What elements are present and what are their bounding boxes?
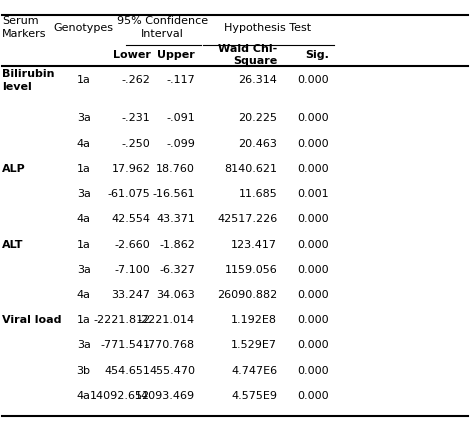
Text: Upper: Upper	[157, 50, 195, 60]
Text: 1159.056: 1159.056	[225, 265, 277, 275]
Text: 4a: 4a	[77, 290, 91, 300]
Text: -7.100: -7.100	[115, 265, 150, 275]
Text: 0.000: 0.000	[298, 240, 329, 250]
Text: 0.000: 0.000	[298, 391, 329, 401]
Text: Serum
Markers: Serum Markers	[2, 17, 47, 39]
Text: 14093.469: 14093.469	[135, 391, 195, 401]
Text: -.099: -.099	[166, 139, 195, 149]
Text: 0.000: 0.000	[298, 340, 329, 351]
Text: 4.575E9: 4.575E9	[231, 391, 277, 401]
Text: 4a: 4a	[77, 214, 91, 224]
Text: 14092.652: 14092.652	[90, 391, 150, 401]
Text: -.262: -.262	[122, 75, 150, 86]
Text: ALP: ALP	[2, 164, 26, 174]
Text: 3a: 3a	[77, 340, 91, 351]
Text: 20.463: 20.463	[238, 139, 277, 149]
Text: -.250: -.250	[122, 139, 150, 149]
Text: 1a: 1a	[77, 315, 91, 325]
Text: 3a: 3a	[77, 189, 91, 199]
Text: ALT: ALT	[2, 240, 24, 250]
Text: 3a: 3a	[77, 113, 91, 123]
Text: 0.001: 0.001	[298, 189, 329, 199]
Text: 0.000: 0.000	[298, 214, 329, 224]
Text: Bilirubin
level: Bilirubin level	[2, 69, 55, 92]
Text: 95% Confidence
Interval: 95% Confidence Interval	[117, 17, 208, 39]
Text: -1.862: -1.862	[159, 240, 195, 250]
Text: 0.000: 0.000	[298, 315, 329, 325]
Text: 43.371: 43.371	[156, 214, 195, 224]
Text: Hypothesis Test: Hypothesis Test	[224, 22, 312, 33]
Text: 0.000: 0.000	[298, 113, 329, 123]
Text: Wald Chi-
Square: Wald Chi- Square	[218, 44, 277, 66]
Text: -.117: -.117	[166, 75, 195, 86]
Text: 18.760: 18.760	[156, 164, 195, 174]
Text: 33.247: 33.247	[111, 290, 150, 300]
Text: -.091: -.091	[166, 113, 195, 123]
Text: 0.000: 0.000	[298, 365, 329, 376]
Text: 8140.621: 8140.621	[224, 164, 277, 174]
Text: -771.541: -771.541	[101, 340, 150, 351]
Text: -2221.014: -2221.014	[138, 315, 195, 325]
Text: 454.651: 454.651	[104, 365, 150, 376]
Text: 0.000: 0.000	[298, 139, 329, 149]
Text: -61.075: -61.075	[108, 189, 150, 199]
Text: 42.554: 42.554	[111, 214, 150, 224]
Text: 20.225: 20.225	[238, 113, 277, 123]
Text: 0.000: 0.000	[298, 75, 329, 86]
Text: -16.561: -16.561	[152, 189, 195, 199]
Text: Viral load: Viral load	[2, 315, 62, 325]
Text: 1.529E7: 1.529E7	[231, 340, 277, 351]
Text: 3a: 3a	[77, 265, 91, 275]
Text: 4.747E6: 4.747E6	[231, 365, 277, 376]
Text: Genotypes: Genotypes	[54, 22, 114, 33]
Text: 1a: 1a	[77, 164, 91, 174]
Text: 0.000: 0.000	[298, 290, 329, 300]
Text: -770.768: -770.768	[145, 340, 195, 351]
Text: 123.417: 123.417	[231, 240, 277, 250]
Text: Lower: Lower	[112, 50, 150, 60]
Text: 0.000: 0.000	[298, 265, 329, 275]
Text: 1a: 1a	[77, 240, 91, 250]
Text: -2.660: -2.660	[115, 240, 150, 250]
Text: 1.192E8: 1.192E8	[231, 315, 277, 325]
Text: 26090.882: 26090.882	[217, 290, 277, 300]
Text: 26.314: 26.314	[238, 75, 277, 86]
Text: 455.470: 455.470	[149, 365, 195, 376]
Text: -6.327: -6.327	[159, 265, 195, 275]
Text: 34.063: 34.063	[157, 290, 195, 300]
Text: 11.685: 11.685	[239, 189, 277, 199]
Text: 4a: 4a	[77, 391, 91, 401]
Text: 3b: 3b	[77, 365, 91, 376]
Text: 0.000: 0.000	[298, 164, 329, 174]
Text: -2221.812: -2221.812	[93, 315, 150, 325]
Text: 42517.226: 42517.226	[217, 214, 277, 224]
Text: 1a: 1a	[77, 75, 91, 86]
Text: 17.962: 17.962	[111, 164, 150, 174]
Text: 4a: 4a	[77, 139, 91, 149]
Text: -.231: -.231	[122, 113, 150, 123]
Text: Sig.: Sig.	[305, 50, 329, 60]
